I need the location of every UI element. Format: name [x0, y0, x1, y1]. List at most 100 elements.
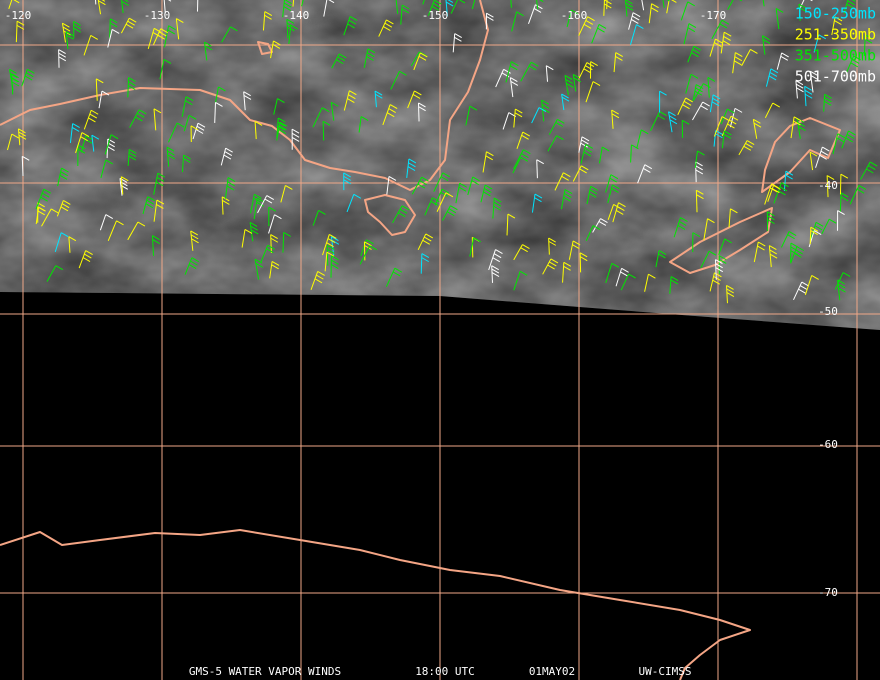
barb-flag [696, 189, 704, 195]
wind-barb [765, 68, 779, 87]
barb-flag [367, 48, 376, 54]
barb-staff [410, 51, 420, 67]
barb-flag [794, 252, 802, 258]
footer-text: UW-CIMSS [639, 665, 692, 678]
barb-flag [431, 5, 440, 11]
barb-flag [471, 180, 479, 185]
barb-flag [425, 233, 434, 239]
barb-flag [191, 238, 199, 244]
wind-barb [83, 109, 99, 130]
legend-entry: 351-500mb [795, 47, 876, 65]
barb-flag [772, 188, 780, 194]
barb-flag [493, 205, 501, 211]
barb-flag [493, 201, 502, 207]
wind-barb [513, 149, 531, 170]
barb-flag [60, 232, 69, 238]
barb-staff [153, 173, 159, 195]
barb-staff [469, 237, 475, 257]
barb-flag [515, 108, 523, 114]
barb-flag [11, 81, 20, 87]
barb-staff [548, 238, 550, 255]
barb-flag [727, 123, 735, 129]
longitude-label: -140 [283, 9, 310, 22]
wind-barb [637, 164, 653, 184]
wind-barb [566, 9, 579, 28]
barb-flag [666, 0, 670, 2]
barb-flag [644, 164, 653, 170]
barb-flag [375, 93, 383, 99]
barb-flag [539, 0, 544, 3]
barb-flag [167, 29, 175, 35]
wind-barb [181, 154, 191, 173]
wind-barb [554, 172, 571, 191]
barb-staff [254, 121, 257, 140]
barb-flag [65, 31, 74, 37]
barb-flag [640, 129, 649, 135]
barb-flag [401, 8, 410, 14]
wind-barb [790, 246, 805, 264]
wind-barb [75, 132, 90, 154]
barb-flag [222, 199, 230, 205]
wind-barb [330, 101, 339, 121]
wind-barb [673, 217, 688, 238]
wind-barb [741, 48, 758, 67]
barb-staff [175, 18, 180, 40]
barb-flag [796, 87, 804, 93]
barb-staff [713, 116, 723, 137]
barb-flag [11, 133, 20, 139]
barb-flag [580, 142, 589, 148]
wind-barb [798, 3, 807, 21]
wind-barb [512, 156, 529, 174]
barb-staff [541, 100, 545, 122]
barb-staff [566, 9, 572, 28]
barb-flag [721, 19, 730, 25]
barb-flag [145, 203, 154, 209]
barb-flag [715, 263, 723, 269]
barb-flag [73, 24, 81, 30]
barb-flag [516, 11, 524, 17]
barb-staff [395, 0, 399, 14]
barb-staff [312, 107, 323, 128]
barb-flag [152, 235, 160, 240]
wind-barb [322, 234, 337, 256]
barb-flag [101, 0, 106, 2]
wind-barb [839, 192, 849, 213]
barb-staff [471, 0, 476, 10]
barb-flag [625, 5, 634, 11]
barb-flag [249, 221, 258, 227]
barb-flag [286, 18, 295, 24]
barb-staff [282, 232, 285, 253]
wind-barb [727, 0, 742, 10]
barb-staff [662, 0, 665, 8]
wind-barb [58, 49, 67, 68]
wind-barb [61, 22, 71, 43]
barb-staff [382, 104, 391, 126]
barb-staff [607, 204, 615, 220]
barb-flag [13, 0, 20, 4]
wind-barb [323, 0, 335, 17]
wind-barb [813, 34, 827, 53]
barb-flag [63, 200, 71, 205]
barb-staff [591, 24, 600, 44]
wind-barb [832, 133, 845, 155]
barb-flag [374, 90, 383, 96]
barb-flag [563, 265, 571, 271]
barb-flag [81, 132, 90, 137]
barb-flag [587, 16, 595, 22]
barb-staff [159, 59, 165, 80]
wind-barb [662, 0, 670, 8]
wind-barb [406, 158, 417, 178]
wind-barb [120, 176, 129, 195]
barb-staff [331, 53, 340, 69]
barb-flag [612, 184, 620, 190]
barb-staff [673, 217, 681, 238]
wind-barb [728, 208, 738, 228]
wind-barb [343, 90, 357, 111]
barb-flag [768, 75, 777, 81]
barb-flag [846, 3, 854, 9]
barb-flag [549, 261, 557, 267]
wind-barb [578, 136, 590, 153]
barb-flag [218, 86, 226, 92]
barb-staff [241, 229, 246, 248]
barb-flag [714, 42, 722, 48]
